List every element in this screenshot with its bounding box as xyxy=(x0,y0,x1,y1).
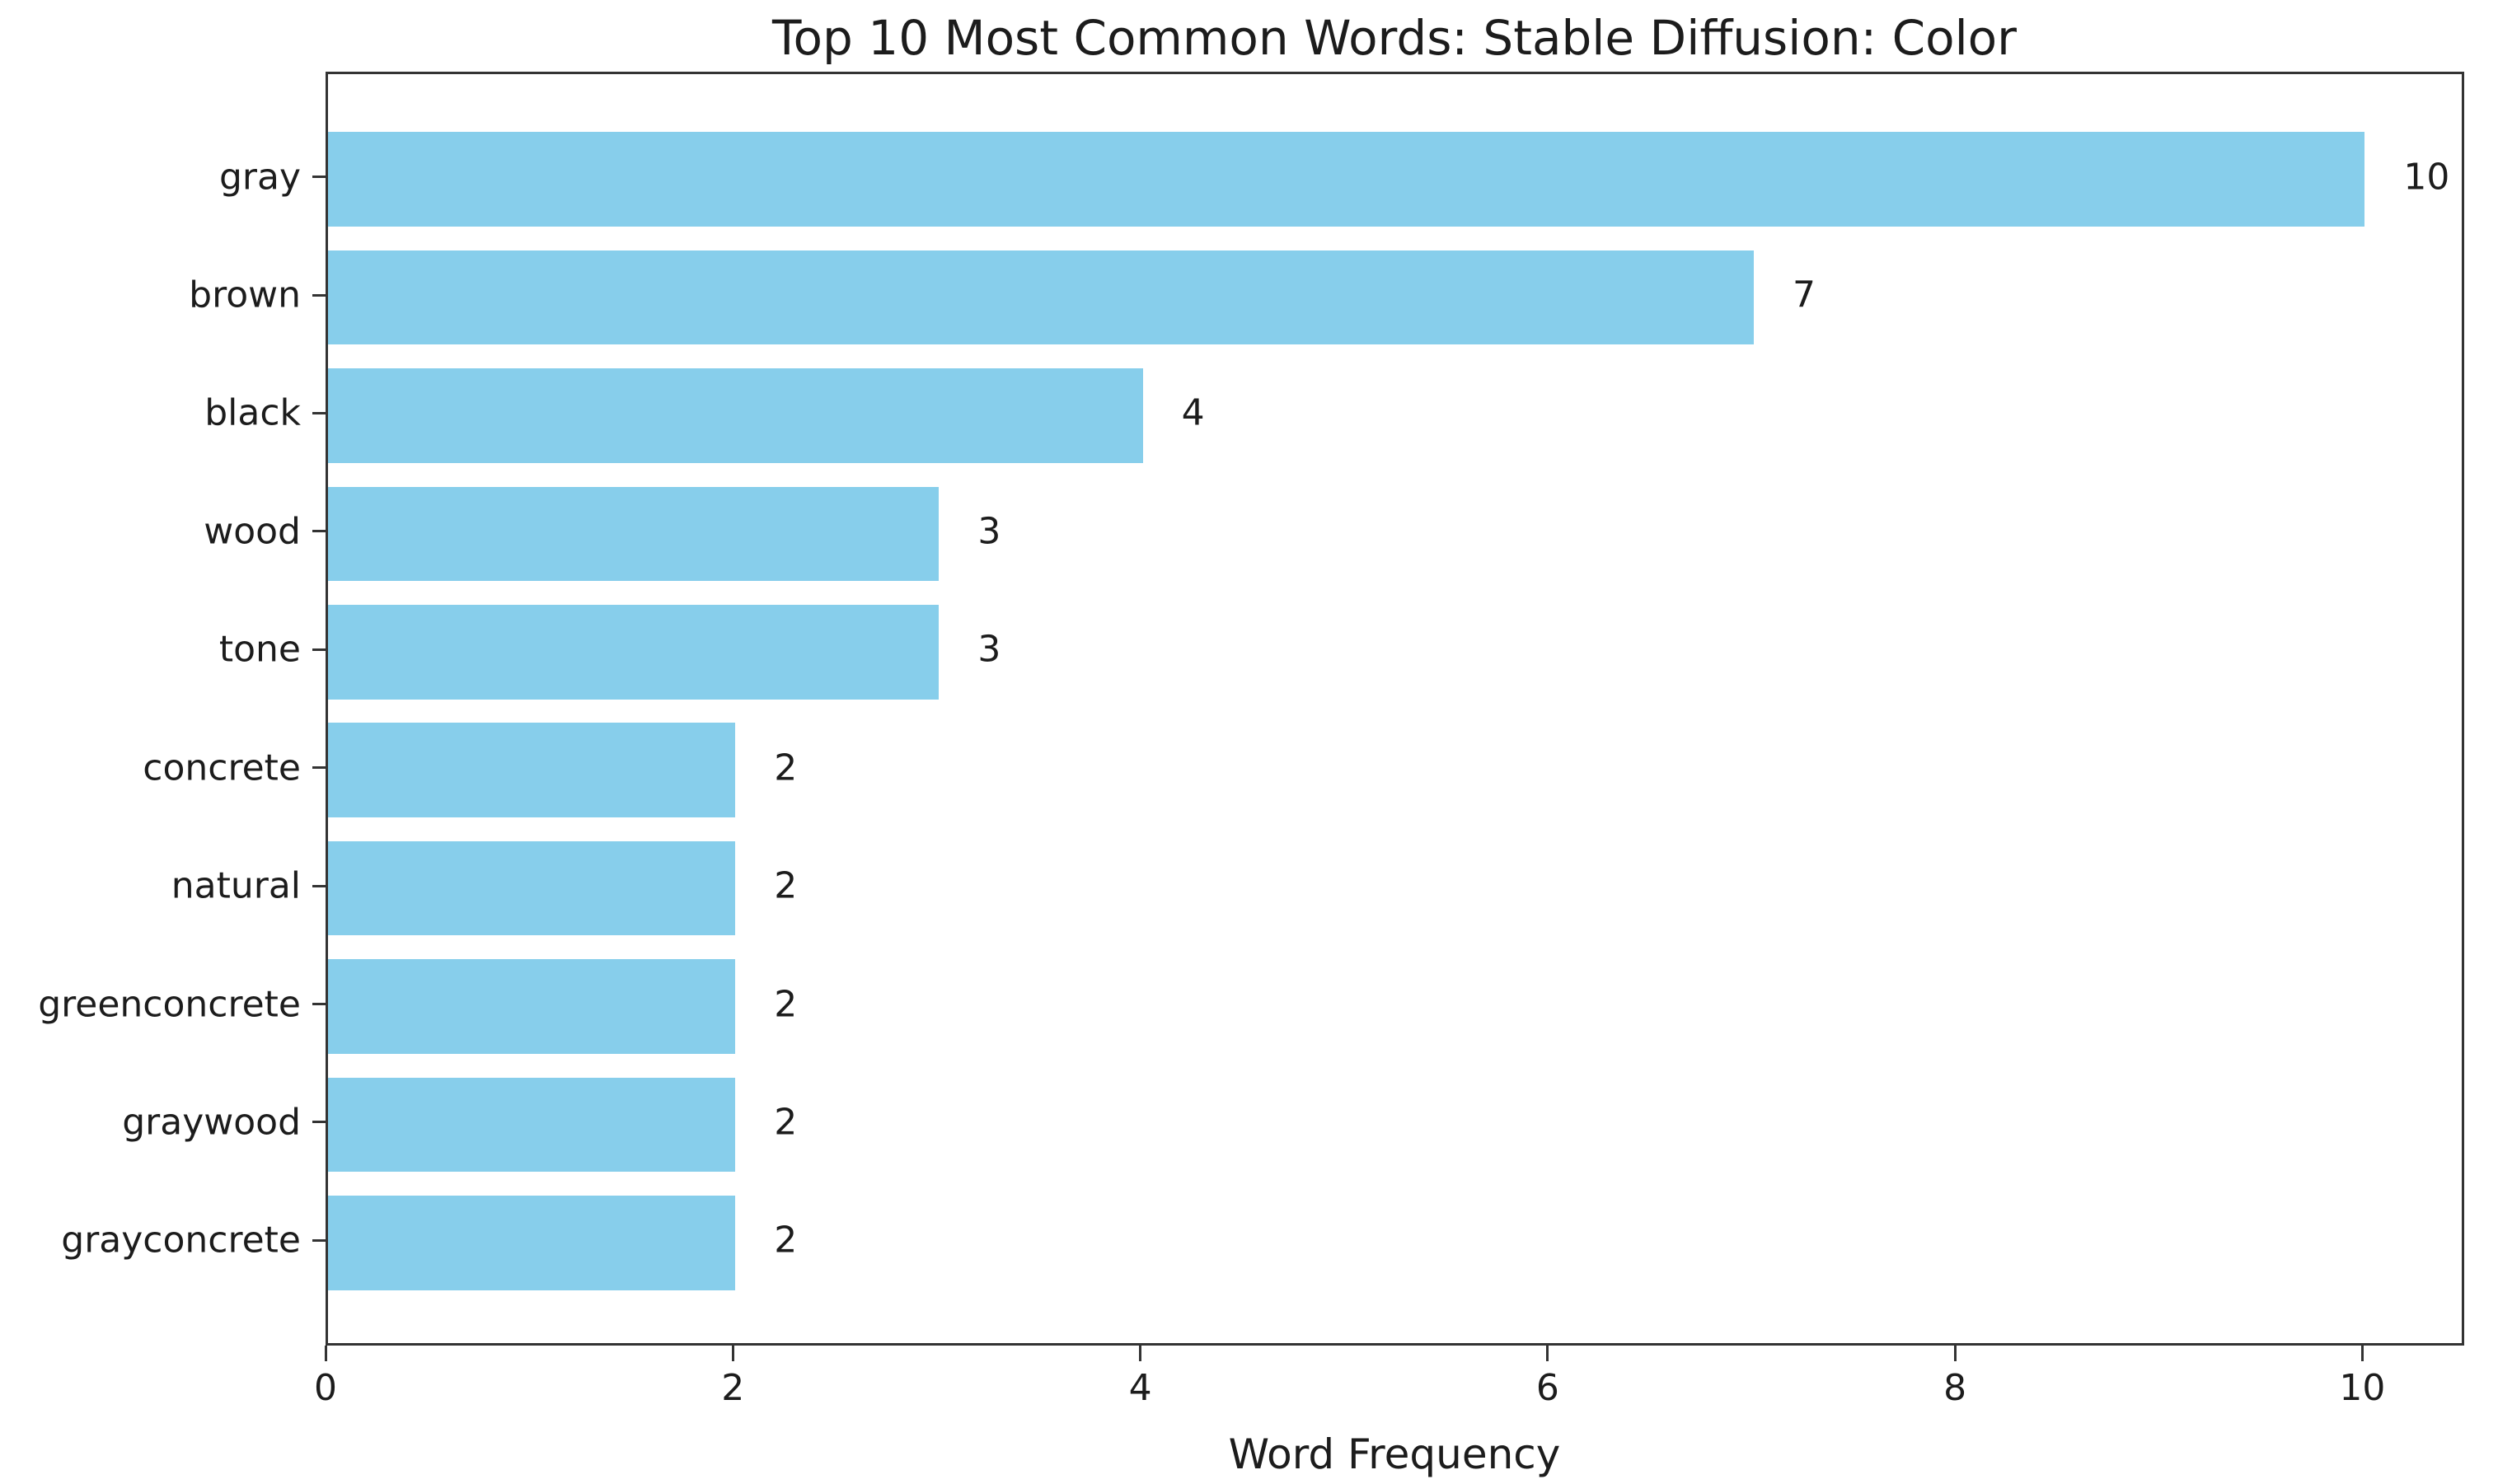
y-tick-label: greenconcrete xyxy=(38,983,301,1026)
bar xyxy=(328,368,1143,463)
y-tick-label: tone xyxy=(218,628,301,671)
y-tick-label: gray xyxy=(218,156,301,199)
x-tick-label: 8 xyxy=(1943,1367,1967,1409)
x-tick-label: 2 xyxy=(721,1367,745,1409)
y-axis-tick xyxy=(312,884,326,887)
y-tick-label: wood xyxy=(204,510,301,553)
value-label: 7 xyxy=(1793,274,1816,316)
x-tick-label: 6 xyxy=(1535,1367,1559,1409)
y-axis-tick xyxy=(312,411,326,414)
x-axis-tick xyxy=(324,1346,327,1361)
y-axis-tick xyxy=(312,766,326,770)
bar xyxy=(328,1077,736,1173)
y-axis-tick xyxy=(312,293,326,297)
y-tick-label: grayconcrete xyxy=(61,1219,301,1262)
y-axis-tick xyxy=(312,1121,326,1124)
x-tick-label: 4 xyxy=(1128,1367,1152,1409)
bar xyxy=(328,1195,736,1290)
value-label: 3 xyxy=(977,510,1001,553)
value-label: 2 xyxy=(774,983,798,1026)
y-tick-label: concrete xyxy=(143,747,301,789)
value-label: 10 xyxy=(2403,156,2450,199)
chart-title: Top 10 Most Common Words: Stable Diffusi… xyxy=(771,10,2018,66)
bar xyxy=(328,132,2365,227)
x-axis-tick xyxy=(1139,1346,1142,1361)
x-axis-tick xyxy=(2360,1346,2364,1361)
x-tick-label: 10 xyxy=(2339,1367,2386,1409)
y-axis-tick xyxy=(312,530,326,533)
y-tick-label: graywood xyxy=(122,1101,301,1144)
x-axis-tick xyxy=(731,1346,734,1361)
value-label: 3 xyxy=(977,628,1001,671)
y-axis-tick xyxy=(312,1003,326,1006)
plot-area xyxy=(326,72,2464,1346)
value-label: 2 xyxy=(774,1219,798,1262)
bar xyxy=(328,250,1754,345)
y-tick-label: black xyxy=(204,391,301,434)
bar xyxy=(328,840,736,936)
y-tick-label: brown xyxy=(189,274,301,316)
x-axis-tick xyxy=(1546,1346,1549,1361)
value-label: 2 xyxy=(774,864,798,907)
bar xyxy=(328,959,736,1054)
y-axis-tick xyxy=(312,648,326,651)
x-axis-label: Word Frequency xyxy=(1228,1430,1561,1478)
value-label: 4 xyxy=(1181,391,1205,434)
bar xyxy=(328,604,940,700)
value-label: 2 xyxy=(774,1101,798,1144)
x-axis-tick xyxy=(1953,1346,1957,1361)
x-tick-label: 0 xyxy=(314,1367,337,1409)
y-tick-label: natural xyxy=(171,864,301,907)
y-axis-tick xyxy=(312,1238,326,1242)
bar xyxy=(328,486,940,582)
bar xyxy=(328,723,736,818)
y-axis-tick xyxy=(312,176,326,179)
value-label: 2 xyxy=(774,747,798,789)
